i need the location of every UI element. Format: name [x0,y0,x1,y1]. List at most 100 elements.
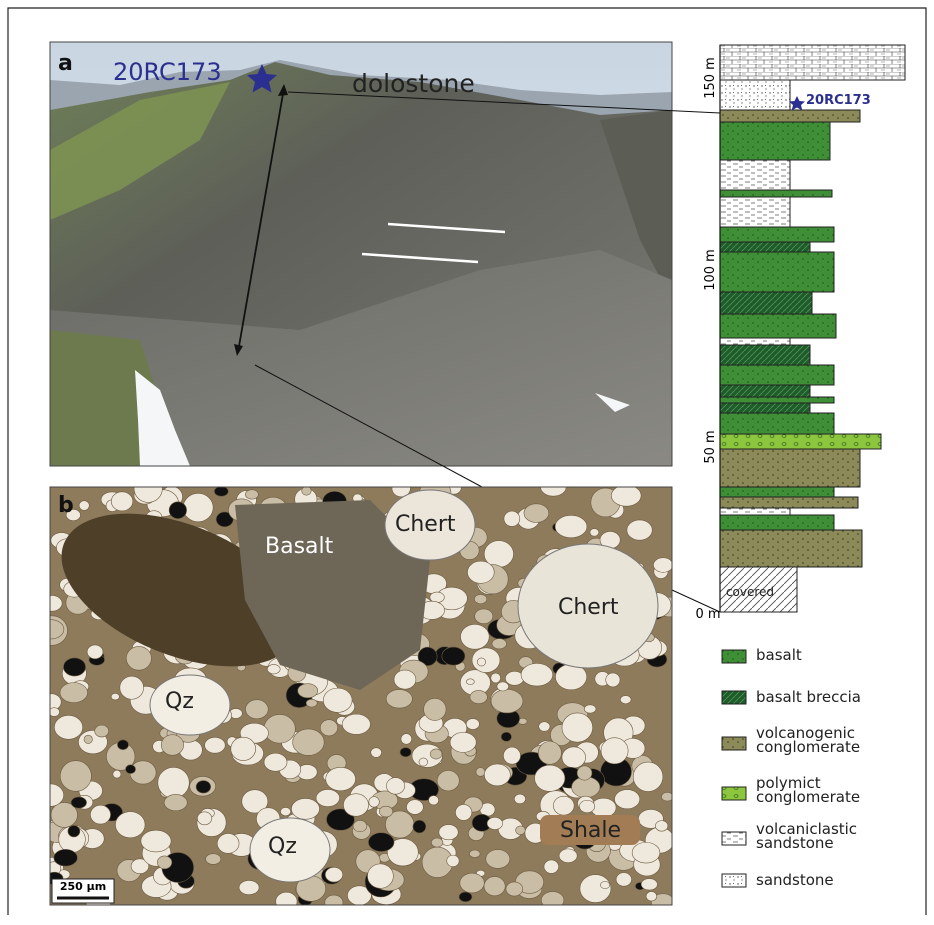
grain [230,736,256,761]
strat-column [719,44,906,613]
grain [117,739,129,750]
bed [719,529,863,568]
bed [719,241,811,253]
grain [469,690,488,704]
bed [719,448,861,488]
grain [600,881,611,889]
grain [280,807,292,817]
bed [719,189,833,198]
grain [204,737,226,754]
quartz-clast [149,674,231,736]
grain [341,713,371,735]
grain [467,560,495,584]
legend-label: basalt breccia [756,688,861,706]
grain [430,837,444,848]
grain [471,647,501,673]
clast-label: Chert [395,512,456,537]
grain [112,769,122,779]
legend-label: polymict conglomerate [756,774,861,806]
grain [485,849,511,869]
bed [719,402,811,414]
grain [115,811,146,839]
quartz-clast [249,817,331,883]
tie-line [254,364,483,488]
bed [719,566,798,613]
grain [387,838,419,867]
grain [119,675,144,700]
axis-label: 0 m [695,607,720,622]
grain [157,855,173,870]
sample-label: 20RC173 [806,93,871,108]
grain [436,770,460,792]
grain [561,712,593,743]
grain [110,693,120,701]
grain [50,693,62,711]
grain [195,780,211,794]
legend-label: volcanogenic conglomerate [756,724,861,756]
grain [182,493,214,523]
bed [719,251,835,293]
grain [67,825,81,838]
grain [130,858,150,874]
shale-clast [540,815,640,845]
grain [631,842,661,864]
grain [459,872,485,894]
grain [490,672,501,684]
grain [241,789,269,814]
grain [476,657,486,667]
bed [719,291,813,315]
legend-swatch [721,786,747,801]
grain [543,859,559,874]
clast-label: Basalt [265,534,334,559]
grain [125,646,152,671]
legend-label: sandstone [756,871,834,889]
grain [600,737,629,765]
grain [245,489,259,500]
grain [50,707,60,717]
axis-label: 100 m [703,249,718,291]
bed [719,496,859,509]
grain [491,638,507,650]
grain [385,689,413,709]
clast-label: Qz [268,834,297,859]
bed [719,364,835,386]
chert-clast [517,543,659,669]
grain [266,664,281,675]
bed [719,507,791,516]
grain [65,509,81,521]
grain [325,766,356,792]
grain [561,746,586,769]
grain [214,487,229,497]
grain [505,881,524,897]
clast-label: Chert [558,595,619,620]
photo-a [50,42,672,466]
grain [632,761,664,792]
grain [449,732,477,753]
tie-line [671,589,721,613]
grain [315,789,340,807]
grain [474,594,488,605]
grain [393,669,417,690]
grain [428,795,439,806]
grain [400,733,413,745]
bed [719,396,835,404]
grain [441,646,466,666]
grain [490,688,524,714]
grain [324,866,344,883]
grain [326,808,355,831]
grain [465,718,480,730]
grain [291,798,320,820]
grain [503,510,521,527]
bed [719,344,811,366]
axis-label: 150 m [703,57,718,99]
grain [50,619,65,640]
grain [54,715,84,740]
grain [503,746,521,765]
grain [238,880,260,895]
grain [460,623,490,650]
grain [94,724,109,738]
scale-label: 250 µm [60,880,106,893]
legend-label: basalt [756,646,802,664]
